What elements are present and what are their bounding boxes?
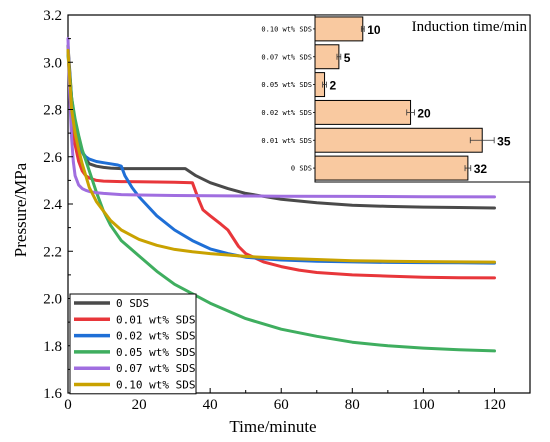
x-tick-label: 120 (483, 397, 506, 413)
inset-category-label: 0.07 wt% SDS (261, 53, 312, 61)
y-tick-label: 3.0 (43, 55, 62, 71)
y-axis-title: Pressure/MPa (11, 162, 30, 257)
x-axis-title: Time/minute (229, 417, 316, 436)
main-plot-area: 0 20 40 60 80 100 120 1.6 1.8 2.0 2.2 2.4 2.6 2.8 3.0 3… (43, 8, 531, 413)
x-tick-label: 100 (412, 397, 435, 413)
legend-label-3: 0.05 wt% SDS (116, 346, 195, 359)
inset-bar-3 (314, 99, 412, 125)
inset-bar-0 (314, 16, 364, 42)
series-line-4 (66, 37, 496, 199)
y-tick-label: 2.4 (43, 197, 62, 213)
legend: 0 SDS 0.01 wt% SDS 0.02 wt% SDS 0.05 wt% SD… (69, 293, 197, 395)
legend-label-5: 0.10 wt% SDS (116, 379, 195, 392)
inset-category-label: 0.10 wt% SDS (261, 25, 312, 33)
inset-value-label: 10 (367, 23, 381, 37)
x-tick-label: 0 (64, 397, 72, 413)
x-tick-label: 80 (345, 397, 360, 413)
y-tick-label: 3.2 (43, 8, 62, 24)
inset-category-label: 0.01 wt% SDS (261, 137, 312, 145)
y-tick-label: 2.2 (43, 244, 62, 260)
inset-value-label: 5 (344, 51, 351, 65)
inset-frame (314, 14, 531, 183)
y-tick-label: 2.6 (43, 150, 62, 166)
y-tick-label: 2.0 (43, 292, 62, 308)
legend-label-0: 0 SDS (116, 297, 149, 310)
x-tick-label: 20 (132, 397, 147, 413)
inset-bar-5 (314, 155, 469, 181)
inset-title: Induction time/min (412, 19, 528, 35)
inset-value-label: 32 (474, 162, 488, 176)
inset-value-label: 35 (497, 134, 511, 148)
inset-category-label: 0.02 wt% SDS (261, 109, 312, 117)
inset-bar-chart: 0.10 wt% SDS 10 0.07 wt% SDS 5 0.05 wt% SDS 2… (261, 14, 531, 183)
legend-label-1: 0.01 wt% SDS (116, 313, 195, 326)
y-tick-label: 1.8 (43, 339, 62, 355)
series-line-3 (66, 53, 496, 353)
inset-bar-1 (314, 44, 340, 70)
x-tick-label: 60 (274, 397, 289, 413)
inset-value-label: 20 (417, 106, 431, 120)
legend-box (69, 293, 197, 395)
y-tick-label: 1.6 (43, 386, 62, 402)
legend-label-2: 0.02 wt% SDS (116, 330, 195, 343)
legend-label-4: 0.07 wt% SDS (116, 362, 195, 375)
inset-bar-4 (314, 127, 483, 153)
series-line-5 (66, 48, 496, 264)
x-tick-label: 40 (203, 397, 218, 413)
inset-category-label: 0 SDS (291, 165, 312, 173)
y-tick-label: 2.8 (43, 103, 62, 119)
inset-category-label: 0.05 wt% SDS (261, 81, 312, 89)
inset-value-label: 2 (329, 79, 336, 93)
